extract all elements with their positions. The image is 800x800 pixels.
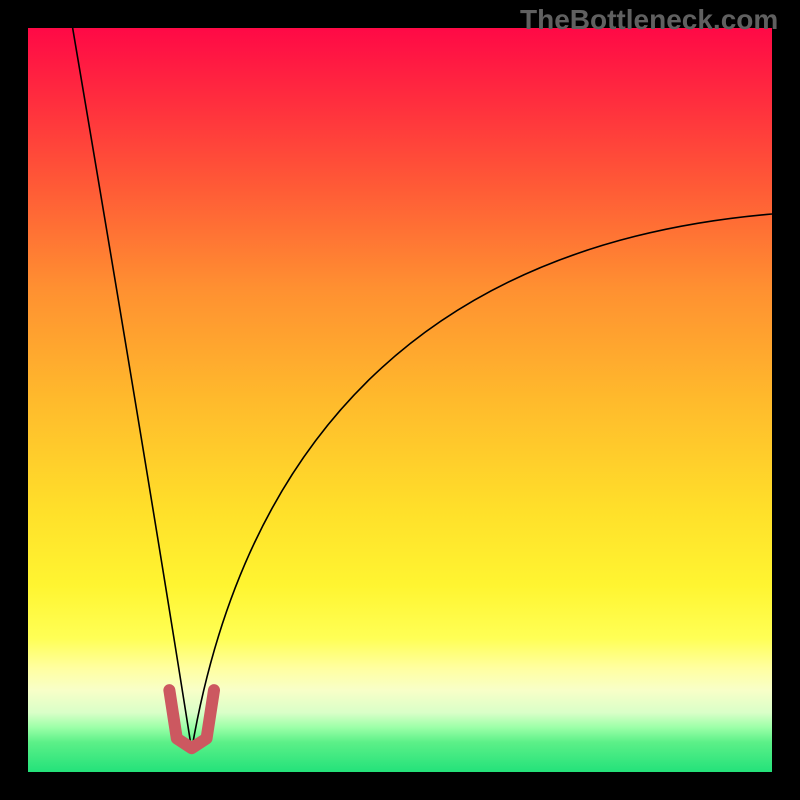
frame-right bbox=[772, 0, 800, 800]
plot-area bbox=[28, 28, 772, 772]
watermark: TheBottleneck.com bbox=[520, 4, 778, 36]
optimal-zone-marker bbox=[169, 690, 214, 748]
plot-svg bbox=[28, 28, 772, 772]
frame-bottom bbox=[0, 772, 800, 800]
frame-left bbox=[0, 0, 28, 800]
bottleneck-curve bbox=[73, 28, 772, 750]
